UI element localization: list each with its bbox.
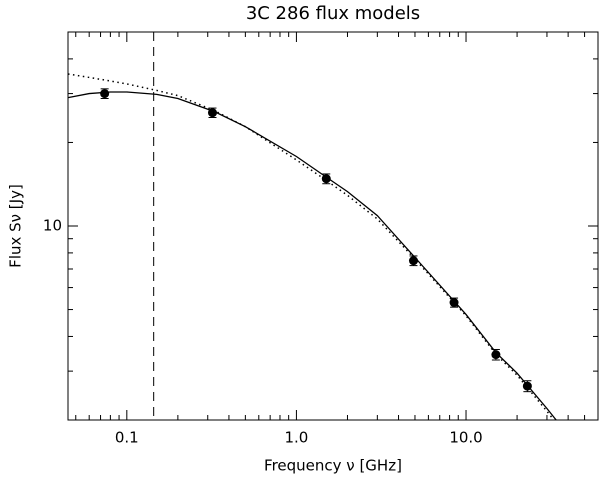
x-tick-label: 10.0 [449,429,482,447]
y-tick-label: 10 [43,217,62,235]
model-curve [68,73,555,420]
x-axis-label: Frequency ν [GHz] [264,457,402,475]
plot-frame [67,31,599,421]
plot-area [68,32,557,420]
x-tick-label: 0.1 [115,429,139,447]
y-axis-label: Flux Sν [Jy] [7,184,25,268]
chart-title: 3C 286 flux models [246,3,420,24]
data-point [491,350,501,360]
data-point [100,89,110,99]
model-curve [68,91,557,420]
data-point [321,174,331,184]
x-tick-label: 1.0 [284,429,308,447]
